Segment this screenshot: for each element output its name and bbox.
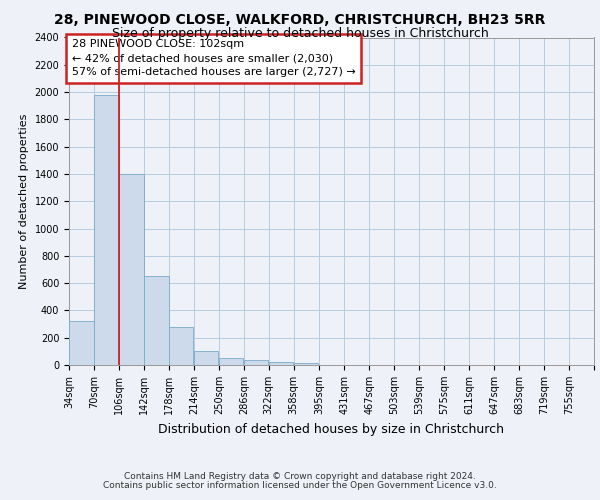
Bar xyxy=(169,328,193,365)
X-axis label: Distribution of detached houses by size in Christchurch: Distribution of detached houses by size … xyxy=(158,422,505,436)
Bar xyxy=(69,320,94,365)
Text: Contains public sector information licensed under the Open Government Licence v3: Contains public sector information licen… xyxy=(103,481,497,490)
Bar xyxy=(194,352,218,365)
Text: 28, PINEWOOD CLOSE, WALKFORD, CHRISTCHURCH, BH23 5RR: 28, PINEWOOD CLOSE, WALKFORD, CHRISTCHUR… xyxy=(55,12,545,26)
Y-axis label: Number of detached properties: Number of detached properties xyxy=(19,114,29,289)
Text: 28 PINEWOOD CLOSE: 102sqm
← 42% of detached houses are smaller (2,030)
57% of se: 28 PINEWOOD CLOSE: 102sqm ← 42% of detac… xyxy=(71,39,355,77)
Bar xyxy=(144,276,169,365)
Bar xyxy=(119,174,143,365)
Text: Size of property relative to detached houses in Christchurch: Size of property relative to detached ho… xyxy=(112,28,488,40)
Bar xyxy=(294,363,319,365)
Bar xyxy=(269,362,293,365)
Bar xyxy=(94,96,119,365)
Bar xyxy=(244,360,268,365)
Text: Contains HM Land Registry data © Crown copyright and database right 2024.: Contains HM Land Registry data © Crown c… xyxy=(124,472,476,481)
Bar xyxy=(219,358,244,365)
